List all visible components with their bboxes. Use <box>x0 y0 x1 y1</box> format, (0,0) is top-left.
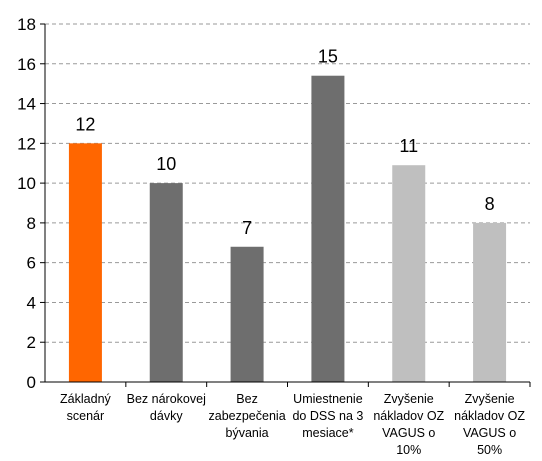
y-tick-label: 18 <box>17 15 36 34</box>
category-label: nákladov OZ <box>454 409 525 423</box>
y-tick-label: 0 <box>27 373 36 392</box>
y-tick-label: 2 <box>27 333 36 352</box>
bar <box>311 76 344 382</box>
data-label: 15 <box>318 47 338 67</box>
bar <box>473 223 506 382</box>
category-label: mesiace* <box>302 426 354 440</box>
category-label: zabezpečenia <box>209 409 286 423</box>
category-label: Umiestnenie <box>293 392 363 406</box>
y-tick-label: 8 <box>27 214 36 233</box>
data-label: 11 <box>399 136 418 156</box>
category-label: 50% <box>477 443 502 457</box>
category-label: dávky <box>150 409 183 423</box>
y-tick-label: 14 <box>17 95 36 114</box>
category-label: Zvyšenie <box>465 392 515 406</box>
data-label: 12 <box>75 114 95 134</box>
y-axis-ticks: 0 2 4 6 8 10 12 14 16 18 <box>17 15 45 392</box>
category-label: Zvyšenie <box>384 392 434 406</box>
category-label: 10% <box>396 443 421 457</box>
category-label: VAGUS o <box>463 426 516 440</box>
category-label: Bez <box>236 392 258 406</box>
category-labels: Základný scenár Bez nárokovej dávky Bez zabez… <box>60 382 530 457</box>
y-tick-label: 12 <box>17 134 36 153</box>
category-label: do DSS na 3 <box>292 409 363 423</box>
y-tick-label: 10 <box>17 174 36 193</box>
category-label: VAGUS o <box>382 426 435 440</box>
category-label: Bez nárokovej <box>127 392 206 406</box>
bar <box>231 247 264 382</box>
category-label: scenár <box>67 409 105 423</box>
y-tick-label: 4 <box>27 293 36 312</box>
data-label: 8 <box>485 194 495 214</box>
bar <box>392 165 425 382</box>
category-label: bývania <box>226 426 269 440</box>
data-label: 7 <box>242 218 252 238</box>
bar <box>69 143 102 382</box>
data-label: 10 <box>156 154 176 174</box>
category-label: Základný <box>60 392 111 406</box>
y-tick-label: 6 <box>27 254 36 273</box>
y-tick-label: 16 <box>17 55 36 74</box>
grid-lines <box>45 24 530 342</box>
bars <box>69 76 506 382</box>
data-labels: 12 10 7 15 11 8 <box>75 47 494 238</box>
category-label: nákladov OZ <box>373 409 444 423</box>
bar <box>150 183 183 382</box>
